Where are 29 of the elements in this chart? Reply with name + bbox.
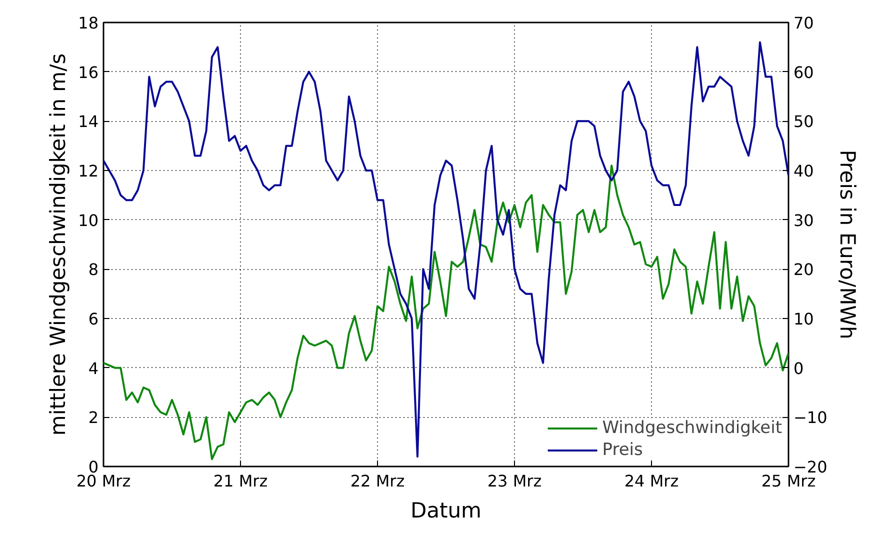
y2-tick-label: 70	[794, 14, 814, 32]
y2-axis-title: Preis in Euro/MWh	[835, 150, 860, 340]
y-tick-label: 14	[78, 112, 98, 132]
y2-tick-label: 0	[794, 358, 804, 378]
x-tick-label: 22 Mrz	[350, 472, 405, 490]
y2-tick-label: 40	[794, 162, 814, 180]
x-tick-label: 25 Mrz	[761, 472, 816, 490]
y2-tick-label: 10	[794, 310, 814, 328]
x-tick-label: 21 Mrz	[213, 472, 268, 490]
legend-label: Windgeschwindigkeit	[602, 418, 782, 438]
y-tick-label: 6	[88, 310, 99, 328]
y-tick-label: 4	[88, 358, 99, 378]
y-tick-label: 10	[78, 210, 98, 230]
y2-tick-label: 20	[794, 260, 814, 280]
y2-tick-label: −10	[794, 408, 828, 428]
x-tick-label: 24 Mrz	[624, 472, 679, 490]
legend-label: Preis	[602, 440, 643, 460]
y-tick-label: 18	[78, 14, 98, 32]
x-axis-title: Datum	[410, 498, 482, 522]
x-tick-label: 23 Mrz	[487, 472, 542, 490]
y2-tick-label: 30	[794, 210, 814, 230]
y2-tick-label: 50	[794, 112, 814, 132]
x-tick-label: 20 Mrz	[76, 472, 131, 490]
y-tick-label: 8	[88, 260, 99, 280]
y2-tick-label: 60	[794, 62, 814, 82]
y-tick-label: 2	[88, 408, 99, 428]
y-tick-label: 12	[78, 162, 98, 180]
y-tick-label: 16	[78, 62, 98, 82]
y-axis-title: mittlere Windgeschwindigkeit in m/s	[46, 53, 70, 436]
